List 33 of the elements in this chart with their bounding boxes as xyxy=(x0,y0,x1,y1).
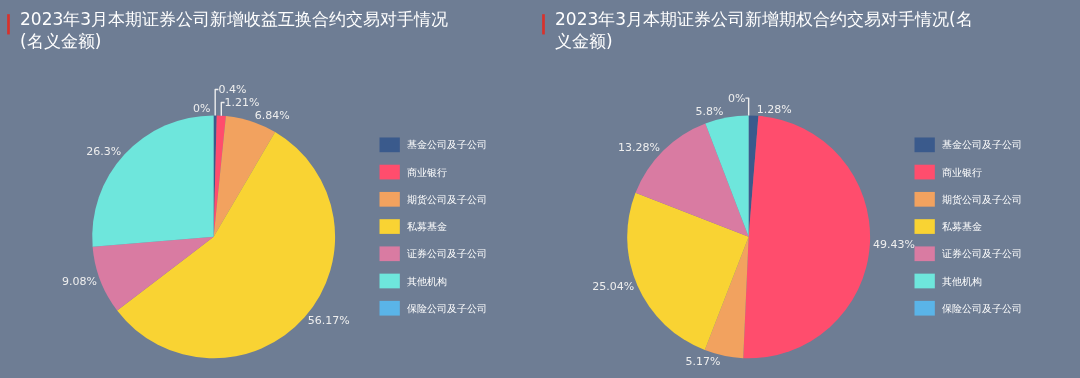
data-label: 26.3% xyxy=(86,145,122,159)
chart-title: 2023年3月本期证券公司新增收益互换合约交易对手情况(名义金额) xyxy=(20,9,449,52)
legend-label: 基金公司及子公司 xyxy=(407,139,487,150)
legend-label: 商业银行 xyxy=(942,167,982,178)
chart-title: 2023年3月本期证券公司新增期权合约交易对手情况(名义金额) xyxy=(555,9,973,52)
legend-label: 期货公司及子公司 xyxy=(407,194,487,205)
pie-slice xyxy=(743,115,870,359)
data-label: 0.4% xyxy=(218,83,247,97)
legend-label: 其他机构 xyxy=(942,276,982,287)
data-label: 5.8% xyxy=(695,104,724,118)
legend-label: 证券公司及子公司 xyxy=(942,248,1022,259)
legend-label: 私募基金 xyxy=(407,221,447,232)
data-label: 5.17% xyxy=(685,355,721,369)
legend-label: 保险公司及子公司 xyxy=(942,303,1022,314)
legend-label: 保险公司及子公司 xyxy=(407,303,487,314)
data-label: 9.08% xyxy=(62,274,98,288)
text: 0% xyxy=(727,91,746,105)
pie-slice xyxy=(705,115,749,237)
legend-label: 证券公司及子公司 xyxy=(407,248,487,259)
data-label: 1.28% xyxy=(756,102,792,116)
data-label: 1.21% xyxy=(224,96,260,110)
data-label: 49.43% xyxy=(873,237,916,251)
legend-label: 其他机构 xyxy=(407,276,447,287)
legend-label: 商业银行 xyxy=(407,167,447,178)
pie-slice xyxy=(704,236,749,359)
text: 0% xyxy=(192,102,211,116)
data-label: 25.04% xyxy=(592,280,635,294)
legend-label: 基金公司及子公司 xyxy=(942,139,1022,150)
legend-label: 期货公司及子公司 xyxy=(942,194,1022,205)
data-label: 13.28% xyxy=(617,140,660,154)
data-label: 56.17% xyxy=(307,313,350,327)
legend-label: 私募基金 xyxy=(942,221,982,232)
data-label: 6.84% xyxy=(254,109,290,123)
